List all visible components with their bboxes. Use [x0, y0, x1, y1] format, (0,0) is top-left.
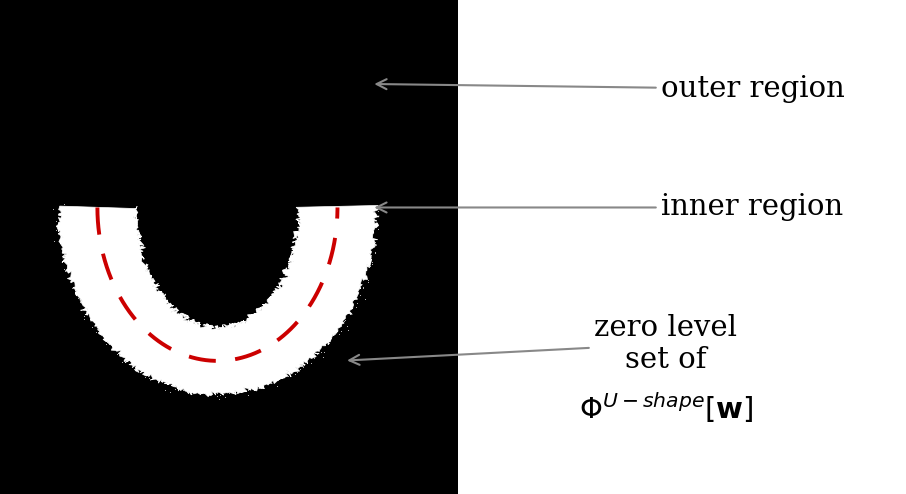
Polygon shape: [56, 206, 379, 397]
Bar: [458, 0, 906, 494]
Text: inner region: inner region: [377, 194, 843, 221]
Text: zero level
set of: zero level set of: [350, 314, 737, 374]
Text: $\Phi^{U-shape}[\mathbf{w}]$: $\Phi^{U-shape}[\mathbf{w}]$: [579, 390, 753, 425]
Text: outer region: outer region: [377, 75, 845, 103]
